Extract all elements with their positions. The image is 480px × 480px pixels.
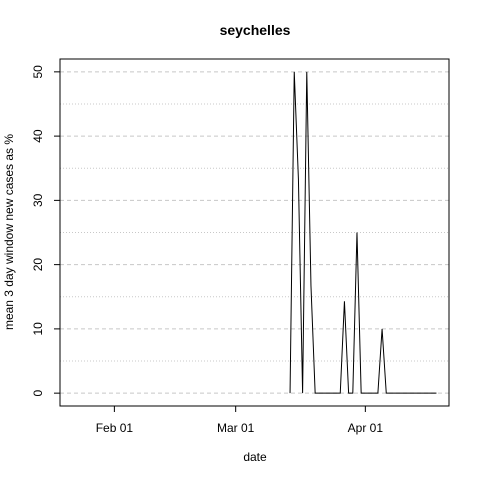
chart-title: seychelles (220, 22, 291, 38)
plot-frame (59, 58, 450, 407)
series-line (289, 71, 437, 394)
y-axis-label: mean 3 day window new cases as % (2, 134, 16, 330)
y-axis: 0 10 20 30 40 50 (31, 65, 60, 396)
y-tick-label: 30 (31, 193, 45, 207)
y-tick-label: 10 (31, 322, 45, 336)
y-tick-label: 40 (31, 129, 45, 143)
grid-lines (60, 71, 449, 394)
y-tick-label: 0 (31, 389, 45, 396)
x-tick-label: Feb 01 (96, 421, 134, 435)
x-axis: Feb 01 Mar 01 Apr 01 (96, 406, 384, 435)
x-tick-label: Mar 01 (217, 421, 255, 435)
x-axis-label: date (243, 450, 267, 464)
x-tick-label: Apr 01 (348, 421, 384, 435)
y-tick-label: 50 (31, 65, 45, 79)
y-tick-label: 20 (31, 258, 45, 272)
